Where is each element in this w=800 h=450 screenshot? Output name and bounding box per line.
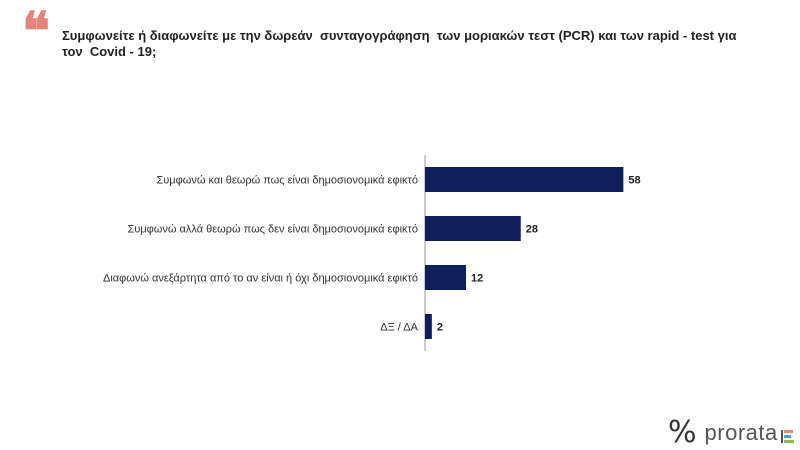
category-label: ΔΞ / ΔΑ [380,322,418,334]
quote-icon: ❝ [22,1,50,62]
category-label: Διαφωνώ ανεξάρτητα από το αν είναι ή όχι… [103,273,418,285]
category-label: Συμφωνώ και θεωρώ πως είναι δημοσιονομικ… [156,175,418,187]
prorata-logo: % prorata [668,418,794,448]
bar [425,167,624,192]
question-title: Συμφωνείτε ή διαφωνείτε με την δωρεάν συ… [62,28,741,59]
bar [425,314,432,339]
value-label: 28 [526,224,538,236]
value-label: 2 [437,322,443,334]
logo-text: prorata [704,420,778,445]
bar [425,216,521,241]
bar [425,265,467,290]
logo-bars-icon [780,429,794,443]
percent-icon: % [668,415,697,450]
category-label: Συμφωνώ αλλά θεωρώ πως δεν είναι δημοσιο… [128,224,418,236]
value-label: 58 [628,175,640,187]
value-label: 12 [471,273,483,285]
